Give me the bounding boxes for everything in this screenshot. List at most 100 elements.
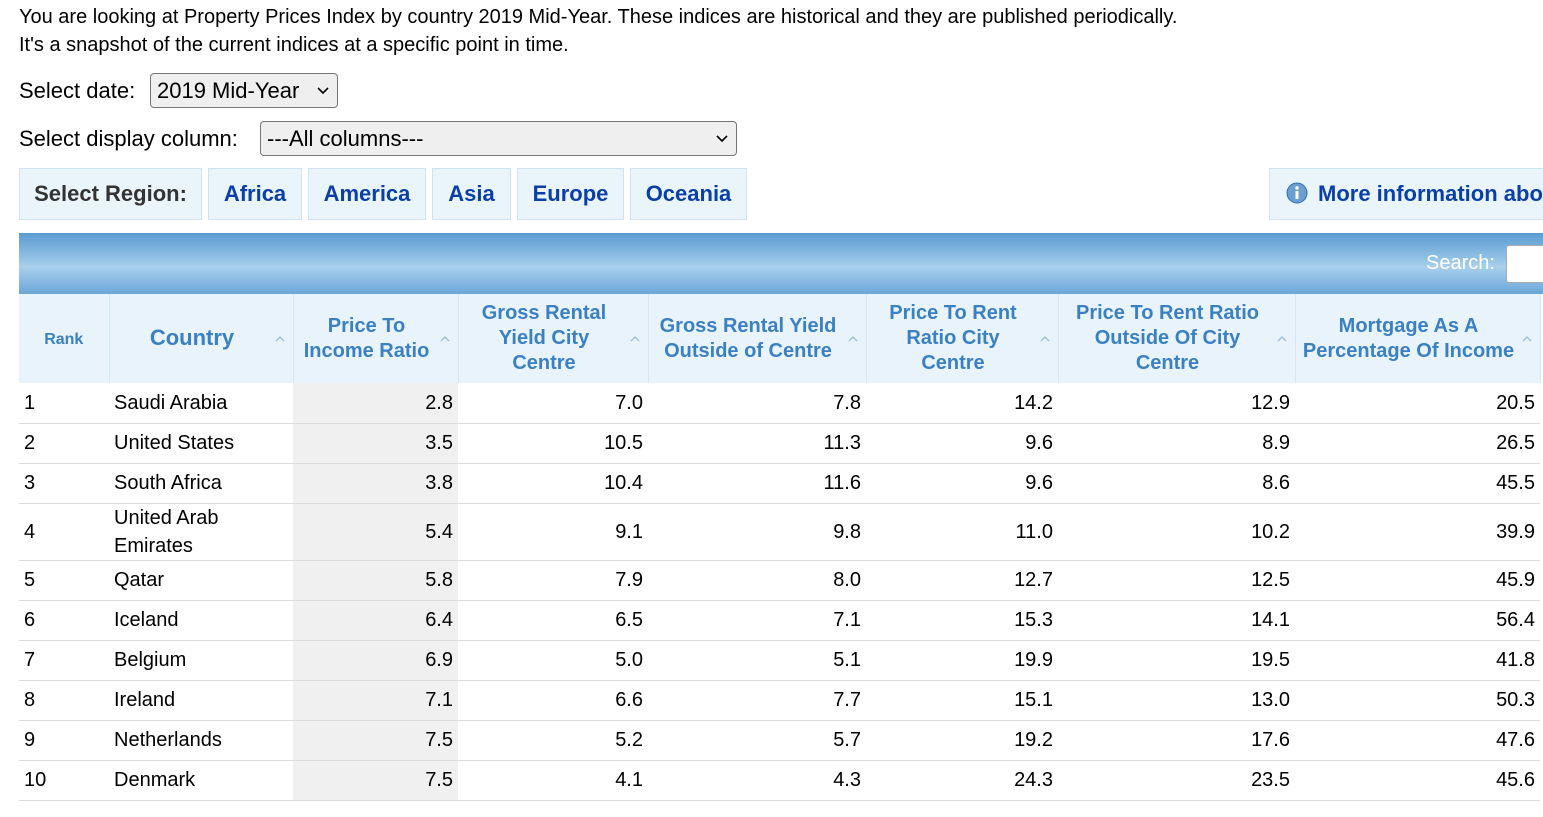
value-cell: 5.2: [458, 720, 648, 761]
rank-cell: 3: [19, 463, 109, 504]
value-cell: 56.4: [1295, 600, 1540, 641]
value-cell: 19.5: [1058, 640, 1295, 681]
table-row: 3 South Africa 3.8 10.4 11.6 9.6 8.6 45.5: [19, 463, 1540, 504]
region-label: Select Region:: [19, 168, 202, 220]
value-cell: 6.6: [458, 680, 648, 721]
value-cell: 45.6: [1295, 760, 1540, 801]
value-cell: 39.9: [1295, 503, 1540, 561]
value-cell: 20.5: [1295, 383, 1540, 424]
data-table: Rank Country Price To Income Ratio Gross Re…: [19, 294, 1541, 801]
column-header[interactable]: Gross Rental Yield City Centre: [458, 294, 649, 383]
rank-cell: 10: [19, 760, 109, 801]
value-cell: 5.0: [458, 640, 648, 681]
date-label: Select date:: [19, 78, 136, 103]
value-cell: 15.3: [866, 600, 1058, 641]
search-input[interactable]: [1506, 245, 1543, 283]
value-cell: 8.9: [1058, 423, 1295, 464]
value-cell: 2.8: [293, 383, 458, 424]
value-cell: 14.1: [1058, 600, 1295, 641]
rank-cell: 8: [19, 680, 109, 721]
table-row: 10 Denmark 7.5 4.1 4.3 24.3 23.5 45.6: [19, 760, 1540, 801]
column-header-text: Price To Rent Ratio Outside Of City Cent…: [1076, 302, 1259, 374]
value-cell: 50.3: [1295, 680, 1540, 721]
search-label: Search:: [1426, 252, 1495, 274]
column-header[interactable]: Country: [109, 294, 294, 383]
region-button[interactable]: Africa: [208, 168, 302, 220]
value-cell: 6.9: [293, 640, 458, 681]
column-header-text: Gross Rental Yield Outside of Centre: [659, 314, 837, 362]
column-header[interactable]: Price To Rent Ratio City Centre: [866, 294, 1059, 383]
value-cell: 12.7: [866, 560, 1058, 601]
column-header-text: Price To Rent Ratio City Centre: [889, 302, 1017, 374]
value-cell: 10.2: [1058, 503, 1295, 561]
column-header[interactable]: Price To Rent Ratio Outside Of City Cent…: [1058, 294, 1296, 383]
value-cell: 12.5: [1058, 560, 1295, 601]
sort-icon: [275, 336, 284, 342]
column-header[interactable]: Price To Income Ratio: [293, 294, 459, 383]
intro-text: It's a snapshot of the current indices a…: [19, 34, 569, 56]
value-cell: 3.5: [293, 423, 458, 464]
sort-icon: [1277, 336, 1286, 342]
table-row: 1 Saudi Arabia 2.8 7.0 7.8 14.2 12.9 20.5: [19, 383, 1540, 424]
value-cell: 3.8: [293, 463, 458, 504]
column-label: Select display column:: [19, 126, 238, 151]
value-cell: 8.0: [648, 560, 866, 601]
value-cell: 4.1: [458, 760, 648, 801]
column-header[interactable]: Rank: [19, 294, 110, 383]
table-row: 2 United States 3.5 10.5 11.3 9.6 8.9 26.5: [19, 423, 1540, 464]
value-cell: 11.0: [866, 503, 1058, 561]
country-cell: Iceland: [109, 600, 293, 641]
value-cell: 7.5: [293, 760, 458, 801]
intro-text: You are looking at Property Prices Index…: [19, 6, 1178, 28]
value-cell: 45.9: [1295, 560, 1540, 601]
value-cell: 47.6: [1295, 720, 1540, 761]
table-header-band: Search:: [19, 233, 1543, 294]
column-select[interactable]: ---All columns---: [260, 121, 737, 156]
value-cell: 5.4: [293, 503, 458, 561]
value-cell: 19.2: [866, 720, 1058, 761]
table-row: 6 Iceland 6.4 6.5 7.1 15.3 14.1 56.4: [19, 600, 1540, 641]
chevron: [716, 135, 728, 143]
value-cell: 7.7: [648, 680, 866, 721]
more-info-button[interactable]: More information abo: [1269, 168, 1543, 220]
rank-cell: 1: [19, 383, 109, 424]
more-info-text: More information abo: [1318, 181, 1543, 206]
country-cell: Belgium: [109, 640, 293, 681]
value-cell: 41.8: [1295, 640, 1540, 681]
country-cell: Saudi Arabia: [109, 383, 293, 424]
value-cell: 11.6: [648, 463, 866, 504]
value-cell: 15.1: [866, 680, 1058, 721]
column-header[interactable]: Mortgage As A Percentage Of Income: [1295, 294, 1541, 383]
date-value: 2019 Mid-Year: [157, 78, 300, 103]
region-button[interactable]: Asia: [432, 168, 511, 220]
column-header[interactable]: Gross Rental Yield Outside of Centre: [648, 294, 867, 383]
rank-cell: 6: [19, 600, 109, 641]
country-cell: Qatar: [109, 560, 293, 601]
value-cell: 45.5: [1295, 463, 1540, 504]
value-cell: 7.1: [293, 680, 458, 721]
country-cell: Netherlands: [109, 720, 293, 761]
value-cell: 11.3: [648, 423, 866, 464]
value-cell: 26.5: [1295, 423, 1540, 464]
value-cell: 7.8: [648, 383, 866, 424]
region-button[interactable]: America: [308, 168, 426, 220]
region-button[interactable]: Oceania: [630, 168, 747, 220]
table-row: 5 Qatar 5.8 7.9 8.0 12.7 12.5 45.9: [19, 560, 1540, 601]
country-cell: United Arab Emirates: [109, 503, 293, 561]
table-row: 7 Belgium 6.9 5.0 5.1 19.9 19.5 41.8: [19, 640, 1540, 681]
sort-icon: [1522, 336, 1531, 342]
value-cell: 7.1: [648, 600, 866, 641]
country-cell: Ireland: [109, 680, 293, 721]
country-cell: United States: [109, 423, 293, 464]
table-row: 9 Netherlands 7.5 5.2 5.7 19.2 17.6 47.6: [19, 720, 1540, 761]
sort-icon: [848, 336, 857, 342]
date-select[interactable]: 2019 Mid-Year: [150, 73, 338, 108]
value-cell: 10.4: [458, 463, 648, 504]
region-button[interactable]: Europe: [517, 168, 624, 220]
table-row: 4 United Arab Emirates 5.4 9.1 9.8 11.0 10.2 39…: [19, 503, 1540, 561]
value-cell: 14.2: [866, 383, 1058, 424]
rank-cell: 9: [19, 720, 109, 761]
table-row: 8 Ireland 7.1 6.6 7.7 15.1 13.0 50.3: [19, 680, 1540, 721]
value-cell: 5.8: [293, 560, 458, 601]
